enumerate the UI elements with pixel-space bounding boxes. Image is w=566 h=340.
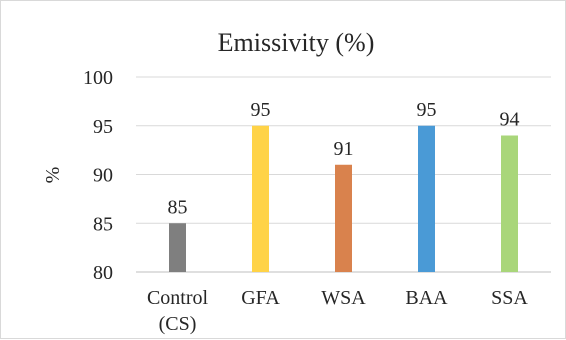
bar [169, 223, 186, 272]
x-tick-label: (CS) [159, 313, 197, 335]
x-tick-label: GFA [241, 287, 280, 309]
bar [418, 125, 435, 272]
data-labels: 85 95 91 95 94 [168, 99, 520, 219]
y-tick-labels: 80 85 90 95 100 [83, 67, 113, 284]
y-tick-label: 100 [83, 67, 113, 89]
y-tick-label: 90 [93, 165, 113, 187]
data-label: 91 [334, 138, 354, 160]
x-tick-label: BAA [405, 287, 448, 309]
bar [252, 125, 269, 272]
bars [169, 125, 518, 272]
x-tick-label: WSA [321, 287, 366, 309]
bar [501, 135, 518, 272]
x-tick-label: Control [147, 287, 209, 309]
data-label: 85 [168, 196, 188, 218]
bar [335, 164, 352, 272]
y-tick-label: 95 [93, 116, 113, 138]
data-label: 94 [500, 109, 520, 131]
data-label: 95 [251, 99, 271, 121]
y-tick-label: 85 [93, 213, 113, 235]
x-tick-labels: Control (CS) GFA WSA BAA SSA [147, 287, 528, 335]
x-tick-label: SSA [491, 287, 528, 309]
data-label: 95 [417, 99, 437, 121]
y-axis-label: % [42, 167, 64, 184]
chart-title: Emissivity (%) [218, 28, 375, 57]
y-tick-label: 80 [93, 262, 113, 284]
